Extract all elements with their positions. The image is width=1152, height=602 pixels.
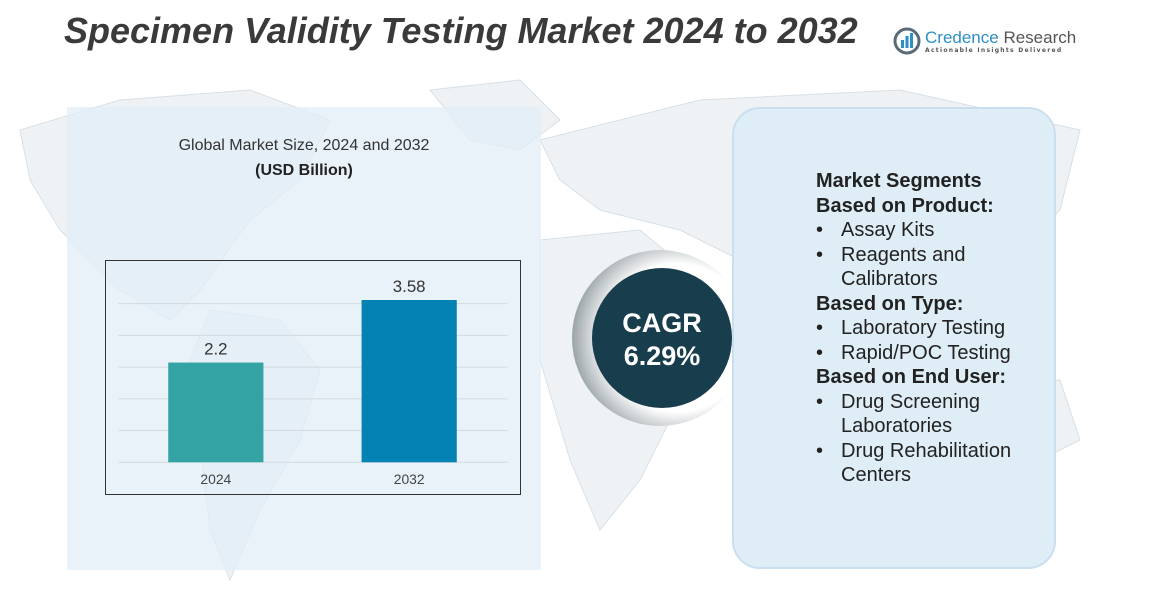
segment-item: Drug Rehabilitation Centers <box>816 439 1056 488</box>
segment-group-title: Based on End User: <box>816 366 1007 388</box>
segment-group-title: Based on Product: <box>816 194 994 217</box>
cagr-circle <box>592 268 732 408</box>
segment-group-title: Based on Type: <box>816 292 964 315</box>
bar-chart: 2.2 2024 3.58 2032 <box>105 260 521 495</box>
segments-list: Market Segments Based on Product:Assay K… <box>816 169 1056 488</box>
logo-tagline: Actionable Insights Delivered <box>925 46 1063 54</box>
market-size-panel: Global Market Size, 2024 and 2032 (USD B… <box>67 107 541 570</box>
segment-item: Drug Screening Laboratories <box>816 390 1056 439</box>
bar-2032 <box>361 300 457 463</box>
data-label: 2.2 <box>204 340 227 359</box>
segments-heading: Market Segments <box>816 170 982 192</box>
logo-name-1: Credence <box>925 27 999 47</box>
chart-subtitle: Global Market Size, 2024 and 2032 <box>178 137 430 154</box>
logo-name-2: Research <box>998 27 1077 47</box>
cagr-value: 6.29% <box>624 341 701 371</box>
x-tick-label: 2024 <box>200 471 231 487</box>
bar-2024 <box>168 362 264 463</box>
credence-research-logo: Credence Research Actionable Insights De… <box>893 27 1076 55</box>
segment-item: Laboratory Testing <box>816 316 1056 341</box>
segment-item: Assay Kits <box>816 218 1056 243</box>
x-tick-label: 2032 <box>394 471 425 487</box>
data-label: 3.58 <box>393 277 426 296</box>
market-segments-panel: Market Segments Based on Product:Assay K… <box>732 107 1056 569</box>
logo-chart-icon <box>893 27 921 55</box>
cagr-badge: CAGR 6.29% <box>572 250 745 426</box>
segment-item: Reagents and Calibrators <box>816 243 1056 292</box>
segment-item: Rapid/POC Testing <box>816 341 1056 366</box>
page-title: Specimen Validity Testing Market 2024 to… <box>64 10 858 51</box>
cagr-label: CAGR <box>622 308 702 338</box>
chart-unit: (USD Billion) <box>255 162 353 179</box>
